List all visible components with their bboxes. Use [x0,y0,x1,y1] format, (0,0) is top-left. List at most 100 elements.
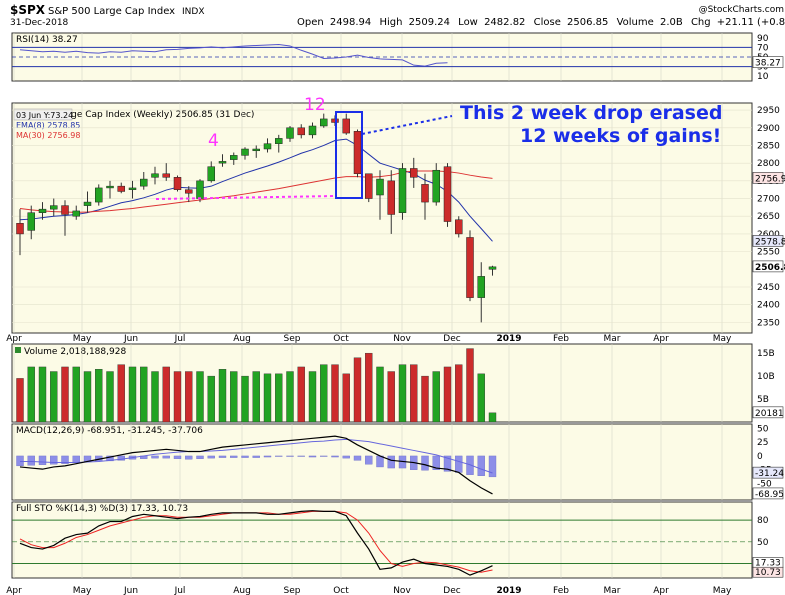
candle-body [218,161,227,164]
volume-bar [455,364,463,423]
volume-bar [331,364,339,423]
x-tick-label: Feb [553,334,569,344]
x-tick-label: Apr [6,334,22,344]
low-value: 2482.82 [484,17,525,28]
volume-value-label: 20181 [755,409,784,419]
candle-body [16,223,24,235]
macd-value-box [752,487,784,500]
candle-body [477,276,485,298]
price-title: S&P 500 Large Cap Index (Weekly) 2506.85… [16,110,254,120]
macd-histogram-bar [151,455,159,459]
candle-body [162,173,170,178]
volume-bar [477,373,485,423]
macd-histogram-bar [162,455,170,459]
volume-bar [241,375,249,423]
exchange: INDX [182,7,204,17]
volume-bar [421,375,429,423]
macd-histogram-bar [72,455,80,463]
watermark: @StockCharts.com [699,5,784,15]
volume-bar [162,366,170,423]
macd-histogram-bar [320,455,328,457]
macd-histogram-bar [421,455,429,471]
wave-count-12: 12 [304,95,326,115]
volume-bar [185,371,193,423]
price-y-tick: 2850 [757,141,780,151]
volume-bar [387,371,395,423]
volume-y-tick: 15B [757,349,775,359]
x-tick-label: 2019 [496,334,521,344]
macd-histogram-bar [488,455,497,478]
candle-body [230,155,238,160]
volume-bar [432,371,440,423]
volume-bar [410,364,418,423]
symbol: $SPX [10,3,46,17]
candle-body [398,168,407,213]
candle-body [286,127,294,139]
sto-y-tick: 50 [757,538,769,548]
candle-body [320,118,328,127]
x-tick-label: Feb [553,586,569,595]
ema-legend: EMA(8) 2578.85 [16,121,80,130]
volume-bar [83,371,92,423]
volume-bar [286,371,294,423]
volume-bar [398,364,407,423]
price-y-tick: 2450 [757,283,780,293]
volume-bar [443,366,452,423]
price-value-label: 2756.98 [755,174,785,184]
candle-body [151,173,159,178]
rsi-value-box [752,56,784,68]
candle-body [241,148,249,156]
x-tick-label: May [713,334,732,344]
volume-label: Volume [617,17,654,28]
candle-body [185,189,193,194]
macd-histogram-bar [466,455,474,475]
close-label: Close [534,17,561,28]
candle-body [263,143,272,150]
volume-value: 2.0B [660,17,683,28]
macd-histogram-bar [297,455,305,457]
candle-body [196,180,204,199]
annotation-line-2: 12 weeks of gains! [520,125,721,147]
support-line [155,195,337,200]
price-layer [16,113,497,323]
macd-signal-line [20,438,493,474]
annotation-line-1: This 2 week drop erased [460,102,722,124]
macd-value-box [752,466,784,479]
candle-body [117,185,125,192]
volume-bar [117,364,125,423]
price-y-tick: 2800 [757,159,780,169]
macd-layer [16,435,497,495]
macd-histogram-bar [61,455,69,464]
macd-histogram-bar [50,455,58,465]
macd-histogram-bar [387,455,395,469]
macd-histogram-bar [252,455,260,458]
macd-histogram-bar [342,455,350,459]
candle-body [432,169,440,203]
macd-y-tick: 0 [757,452,763,462]
macd-histogram-bar [117,455,125,461]
x-tick-label: May [73,334,92,344]
candle-body [410,168,418,178]
sto-value-label: 17.33 [755,558,781,568]
volume-bar [207,375,215,423]
macd-histogram-bar [353,455,362,461]
candle-body [27,212,35,231]
open-label: Open [297,17,324,28]
price-y-tick: 2900 [757,124,780,134]
x-tick-label: Apr [653,586,669,595]
volume-bar [488,412,497,423]
volume-bar [297,366,305,423]
sto-k-line [19,510,493,576]
volume-bar [140,366,148,423]
candle-body [275,138,283,144]
chart-date: 31-Dec-2018 [10,18,69,28]
rsi-y-tick: 90 [757,34,769,44]
chg-label: Chg [691,17,711,28]
close-value: 2506.85 [567,17,608,28]
candle-body [173,177,182,190]
volume-bar [50,371,58,423]
macd-value-label: -68.95 [755,490,784,500]
price-y-tick: 2350 [757,318,780,328]
x-tick-label: Oct [333,586,349,595]
volume-value-box [752,406,784,419]
